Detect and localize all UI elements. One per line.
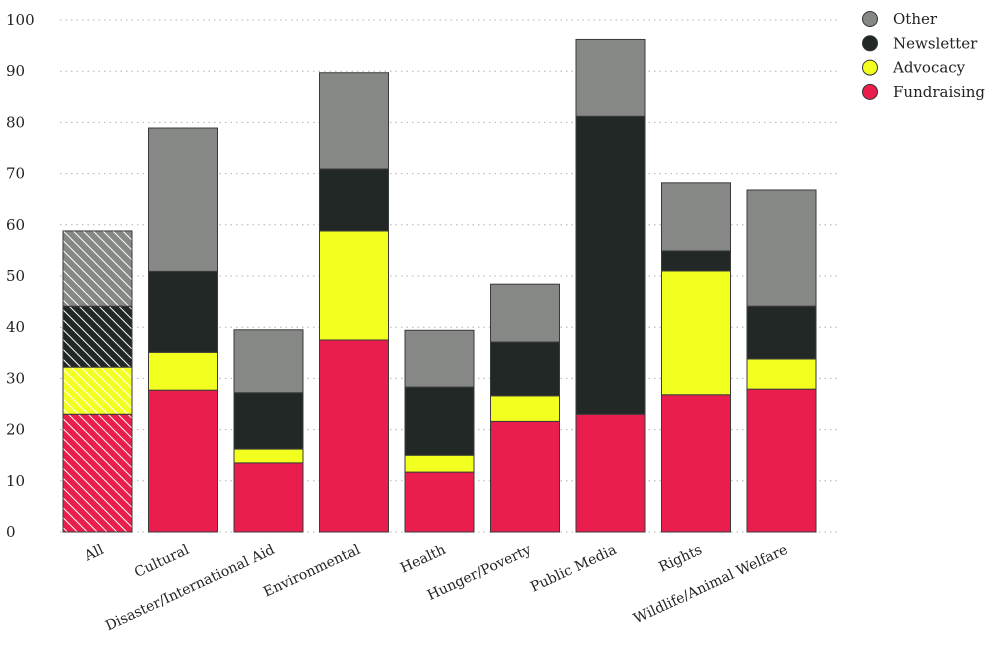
bar-all-fundraising [62,413,133,533]
bar-cultural-fundraising [148,389,218,533]
x-tick-label-wildlife-animal-welfare: Wildlife/Animal Welfare [631,542,790,627]
y-tick-label: 80 [6,113,25,131]
bar-group-all [62,230,133,533]
y-tick-label: 40 [6,318,25,336]
bar-rights-other [661,182,731,252]
bar-environmental-fundraising [319,339,389,533]
bar-disaster-international-aid-other [233,329,304,394]
bar-group-public-media [575,38,646,533]
y-tick-label: 30 [6,369,25,387]
bar-hunger-poverty-other [490,283,560,343]
y-tick-label: 100 [6,11,35,29]
legend-label-other: Other [893,10,938,28]
legend-swatch-other [862,11,878,27]
x-tick-label-health: Health [398,542,448,577]
bar-hunger-poverty-fundraising [490,420,560,533]
bar-hunger-poverty-advocacy [490,395,560,422]
bar-cultural-other [148,127,218,272]
y-tick-label: 20 [6,421,25,439]
bar-rights-advocacy [661,270,731,396]
x-tick-label-all: All [81,542,106,565]
legend-label-fundraising: Fundraising [893,83,985,101]
bar-cultural-advocacy [148,351,218,391]
bar-group-health [404,329,475,533]
bar-cultural-newsletter [148,270,218,353]
bar-rights-fundraising [661,394,731,533]
y-tick-label: 10 [6,472,25,490]
bar-all-other [62,230,133,307]
bar-group-cultural [148,127,218,533]
bar-environmental-newsletter [319,168,389,232]
bar-all-newsletter [62,305,133,368]
bar-wildlife-animal-welfare-fundraising [746,388,817,533]
legend-swatch-advocacy [862,59,878,76]
x-tick-label-cultural: Cultural [132,542,192,581]
bar-disaster-international-aid-fundraising [233,462,304,533]
y-tick-label: 70 [6,165,25,183]
bars [62,38,817,533]
bar-health-fundraising [404,471,475,533]
bar-group-rights [661,182,731,533]
legend-swatch-newsletter [862,35,878,52]
bar-group-wildlife-animal-welfare [746,189,817,533]
y-tick-label: 0 [6,523,16,541]
y-axis-ticks: 0 10 20 30 40 50 60 70 80 90 100 [6,11,35,541]
bar-health-newsletter [404,386,475,456]
bar-environmental-other [319,72,389,170]
legend: Other Newsletter Advocacy Fundraising [862,10,985,101]
legend-label-newsletter: Newsletter [893,34,978,52]
y-tick-label: 50 [6,267,25,285]
bar-environmental-advocacy [319,230,389,341]
bar-all-advocacy [62,366,133,415]
x-tick-label-rights: Rights [656,542,704,576]
bar-disaster-international-aid-advocacy [233,448,304,464]
bar-public-media-fundraising [575,413,646,533]
bar-hunger-poverty-newsletter [490,341,560,397]
legend-label-advocacy: Advocacy [892,59,966,77]
y-tick-label: 90 [6,62,25,80]
legend-swatch-fundraising [862,83,878,100]
bar-disaster-international-aid-newsletter [233,392,304,450]
bar-health-advocacy [404,454,475,473]
bar-rights-newsletter [661,250,731,272]
bar-wildlife-animal-welfare-other [746,189,817,307]
bar-wildlife-animal-welfare-advocacy [746,358,817,390]
bar-public-media-other [575,38,646,117]
bar-group-hunger-poverty [490,283,560,533]
bar-wildlife-animal-welfare-newsletter [746,305,817,360]
x-tick-label-public-media: Public Media [528,542,619,596]
bar-group-environmental [319,72,389,533]
bar-group-disaster-international-aid [233,329,304,533]
bar-public-media-newsletter [575,115,646,415]
bar-health-other [404,329,475,388]
y-tick-label: 60 [6,216,25,234]
x-tick-label-environmental: Environmental [261,542,363,601]
